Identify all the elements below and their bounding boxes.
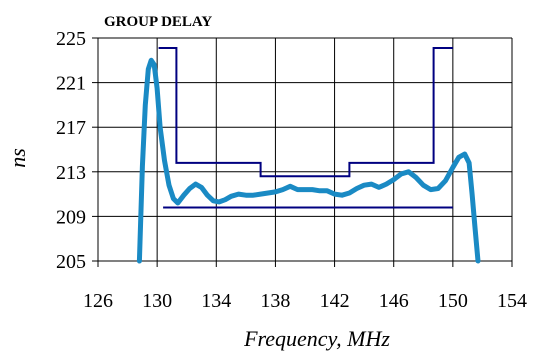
grid (97, 37, 513, 262)
y-tick-label: 205 (56, 251, 86, 273)
x-tick-label: 150 (438, 290, 468, 312)
y-axis-title: ns (5, 148, 30, 168)
y-tick-label: 225 (56, 28, 86, 50)
y-tick-label: 213 (56, 162, 86, 184)
chart-title: GROUP DELAY (104, 14, 212, 30)
plot-area (136, 47, 481, 264)
x-tick-label: 130 (142, 290, 172, 312)
axis-ticks: 126 130 134 138 142 146 150 154 205 209 213 217 221 2… (56, 28, 527, 312)
x-tick-label: 146 (379, 290, 409, 312)
measured-line (136, 57, 481, 264)
x-tick-label: 142 (320, 290, 350, 312)
x-tick-label: 154 (497, 290, 527, 312)
x-tick-label: 134 (201, 290, 231, 312)
y-tick-label: 221 (56, 73, 86, 95)
upper-mask-line (158, 47, 453, 178)
y-tick-label: 209 (56, 206, 86, 228)
x-tick-label: 138 (260, 290, 290, 312)
x-tick-label: 126 (83, 290, 113, 312)
y-tick-label: 217 (56, 117, 86, 139)
x-axis-title: Frequency, MHz (243, 326, 390, 351)
